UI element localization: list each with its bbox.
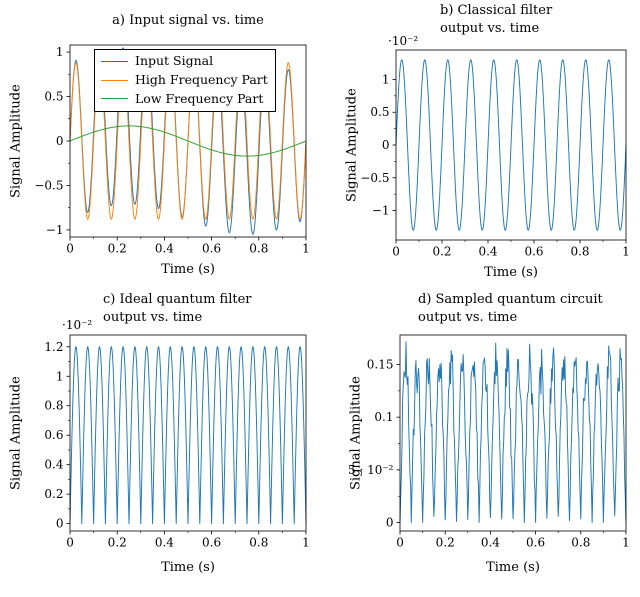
panel-a-plot: 0 0.2 0.4 0.6 0.8 1 −1 −0.5 0 0.5 1 xyxy=(34,44,310,256)
panel-c-title: c) Ideal quantum filter output vs. time xyxy=(103,292,252,325)
y-tick-label: 0.1 xyxy=(374,410,393,424)
x-tick-label: 0.6 xyxy=(202,242,221,256)
legend-entry: Input Signal xyxy=(101,52,268,71)
x-tick-label: 0.4 xyxy=(155,242,174,256)
x-tick-label: 0.4 xyxy=(155,536,174,550)
series-line xyxy=(69,125,307,157)
x-tick-label: 1 xyxy=(622,536,630,550)
panel-d-ylabel: Signal Amplitude xyxy=(348,376,364,490)
legend: Input Signal High Frequency Part Low Frequ… xyxy=(94,49,276,113)
x-tick-label: 0.8 xyxy=(249,536,268,550)
y-tick-label: 0 xyxy=(56,517,64,531)
panel-c-offset-label: ·10⁻² xyxy=(62,318,93,332)
panel-d-xlabel: Time (s) xyxy=(486,560,540,575)
panel-a: a) Input signal vs. time Signal Amplitud… xyxy=(9,13,310,277)
y-tick-label: 5 · 10⁻² xyxy=(348,463,394,477)
series-line xyxy=(399,341,627,524)
x-tick-label: 0 xyxy=(396,536,404,550)
panel-c-ylabel: Signal Amplitude xyxy=(8,376,24,490)
legend-entry: Low Frequency Part xyxy=(101,90,268,109)
axes-frame xyxy=(69,44,307,238)
panel-a-xlabel: Time (s) xyxy=(161,262,215,277)
x-tick-label: 0.8 xyxy=(571,536,590,550)
axes-frame xyxy=(399,334,627,532)
legend-line-sample xyxy=(101,98,128,100)
panel-a-ylabel: Signal Amplitude xyxy=(8,84,24,198)
y-tick-label: 0.8 xyxy=(44,399,63,413)
y-tick-label: 1 xyxy=(56,45,64,59)
x-tick-label: 0.4 xyxy=(478,245,497,259)
x-tick-label: 0.6 xyxy=(526,536,545,550)
x-tick-label: 0.2 xyxy=(108,242,127,256)
axes-frame xyxy=(69,334,307,532)
x-tick-label: 0.4 xyxy=(481,536,500,550)
x-tick-label: 0 xyxy=(66,242,74,256)
y-tick-label: −0.5 xyxy=(360,171,389,185)
x-tick-label: 0.6 xyxy=(524,245,543,259)
series-line xyxy=(395,59,627,231)
y-tick-label: 0.5 xyxy=(370,105,389,119)
legend-entry-label: High Frequency Part xyxy=(135,71,268,87)
x-tick-label: 0.2 xyxy=(108,536,127,550)
legend-entry-label: Low Frequency Part xyxy=(135,90,264,106)
x-tick-label: 1 xyxy=(622,245,630,259)
x-tick-label: 1 xyxy=(302,242,310,256)
y-tick-label: 0.2 xyxy=(44,487,63,501)
panel-b-title: b) Classical filter output vs. time xyxy=(440,3,553,36)
y-tick-label: 0.4 xyxy=(44,458,63,472)
y-tick-label: 1 xyxy=(56,369,64,383)
panel-d: d) Sampled quantum circuit output vs. ti… xyxy=(348,292,630,575)
x-tick-label: 0.2 xyxy=(436,536,455,550)
y-tick-label: 0.5 xyxy=(44,90,63,104)
panel-d-title: d) Sampled quantum circuit output vs. ti… xyxy=(418,292,603,325)
y-tick-label: 1.2 xyxy=(44,340,63,354)
panel-a-title: a) Input signal vs. time xyxy=(112,13,264,28)
axes-frame xyxy=(395,49,627,241)
y-tick-label: −0.5 xyxy=(34,178,63,192)
panel-b-offset-label: ·10⁻² xyxy=(388,34,419,48)
x-tick-label: 0.8 xyxy=(249,242,268,256)
x-tick-label: 1 xyxy=(302,536,310,550)
y-tick-label: −1 xyxy=(46,223,64,237)
legend-line-sample xyxy=(101,60,128,62)
y-tick-label: 1 xyxy=(382,72,390,86)
panel-b-xlabel: Time (s) xyxy=(484,265,538,280)
panel-c-xlabel: Time (s) xyxy=(161,560,215,575)
legend-entry-label: Input Signal xyxy=(135,53,214,68)
y-tick-label: −1 xyxy=(372,204,390,218)
x-tick-label: 0.6 xyxy=(202,536,221,550)
y-tick-label: 0 xyxy=(56,134,64,148)
x-tick-label: 0.8 xyxy=(570,245,589,259)
panel-c-plot: 0 0.2 0.4 0.6 0.8 1 0 0.2 0.4 0.6 0.8 1 1.2 xyxy=(44,334,310,550)
x-tick-label: 0.2 xyxy=(432,245,451,259)
legend-entry: High Frequency Part xyxy=(101,71,268,90)
panel-d-plot: 0 0.2 0.4 0.6 0.8 1 0 5 · 10⁻² 0.1 0.15 xyxy=(348,334,630,550)
legend-line-sample xyxy=(101,79,128,81)
panel-b-ylabel: Signal Amplitude xyxy=(344,88,360,202)
series-line xyxy=(69,346,307,525)
x-tick-label: 0 xyxy=(392,245,400,259)
x-tick-label: 0 xyxy=(66,536,74,550)
panel-b-plot: 0 0.2 0.4 0.6 0.8 1 −1 −0.5 0 0.5 1 xyxy=(360,49,630,259)
panel-c: c) Ideal quantum filter output vs. time … xyxy=(9,292,310,575)
y-tick-label: 0 xyxy=(382,138,390,152)
y-tick-label: 0.6 xyxy=(44,428,63,442)
panel-b: b) Classical filter output vs. time ·10⁻… xyxy=(345,3,630,280)
y-tick-label: 0 xyxy=(386,516,394,530)
y-tick-label: 0.15 xyxy=(367,358,394,372)
